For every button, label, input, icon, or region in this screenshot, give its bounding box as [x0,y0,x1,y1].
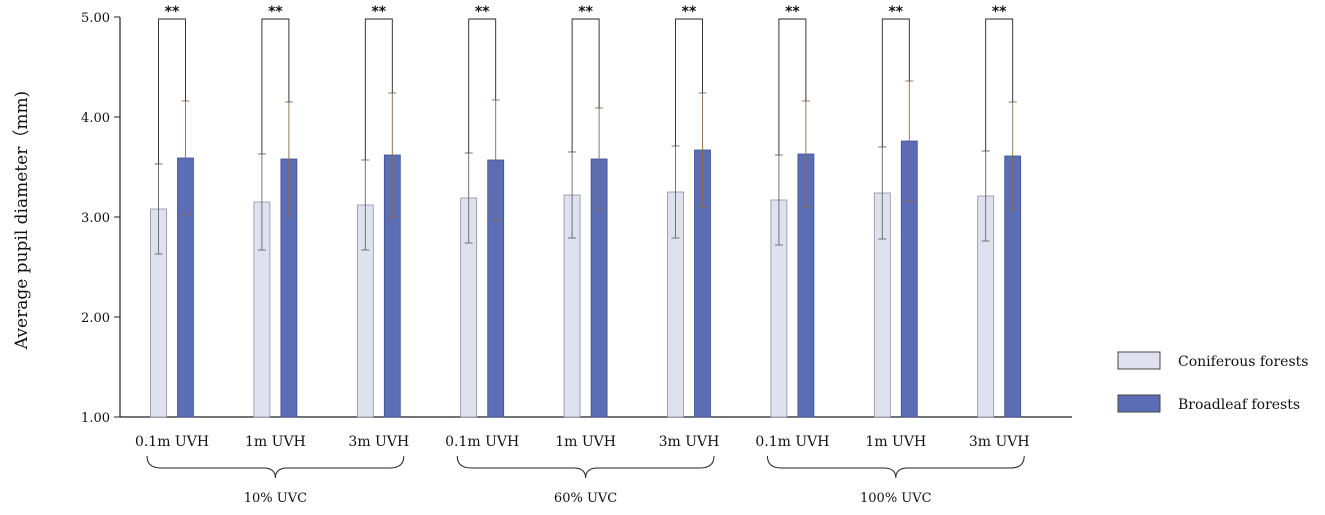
significance-label: ** [992,4,1007,20]
significance-label: ** [475,4,490,20]
x-category-label: 3m UVH [348,434,409,450]
y-tick-label: 4.00 [81,111,110,126]
significance-label: ** [268,4,283,20]
group-label: 100% UVC [860,491,932,506]
significance-label: ** [888,4,903,20]
legend-swatch-coniferous [1117,351,1161,370]
x-category-label: 0.1m UVH [755,434,829,450]
significance-bracket [985,18,1014,151]
significance-bracket [468,18,497,153]
group-brace [456,455,715,479]
x-category-label: 0.1m UVH [445,434,519,450]
y-tick-label: 3.00 [81,211,110,226]
significance-bracket [675,18,703,146]
significance-label: ** [371,4,386,20]
legend-label-broadleaf: Broadleaf forests [1178,397,1300,413]
significance-bracket [364,18,393,160]
legend: Coniferous forests Broadleaf forests [1117,351,1308,413]
significance-label: ** [682,4,697,20]
x-category-label: 1m UVH [245,434,306,450]
group-label: 60% UVC [554,491,617,506]
significance-bracket [778,18,807,155]
legend-swatch-broadleaf [1117,394,1161,413]
y-axis-label: Average pupil diameter（mm) [12,91,32,350]
significance-label: ** [785,4,800,20]
x-category-label: 3m UVH [969,434,1030,450]
y-tick-label: 1.00 [81,411,110,426]
y-tick-label: 5.00 [81,11,110,26]
legend-label-coniferous: Coniferous forests [1178,354,1308,370]
x-category-label: 1m UVH [555,434,616,450]
significance-bracket [881,18,910,147]
x-category-label: 3m UVH [659,434,720,450]
axes: 1.00 2.00 3.00 4.00 5.00 0.1m UVH 1m UVH 3m UVH… [81,11,1072,506]
group-label: 10% UVC [244,491,307,506]
significance-bracket [158,18,186,164]
group-brace [766,455,1025,479]
significance-label: ** [165,4,180,20]
x-category-label: 0.1m UVH [135,434,209,450]
significance-label: ** [578,4,593,20]
significance-bracket [261,18,290,154]
x-category-label: 1m UVH [865,434,926,450]
group-brace [146,455,405,479]
chart-marks: ** ** ** ** ** ** ** ** ** [150,4,1022,418]
significance-bracket [571,18,600,152]
y-tick-label: 2.00 [81,311,110,326]
